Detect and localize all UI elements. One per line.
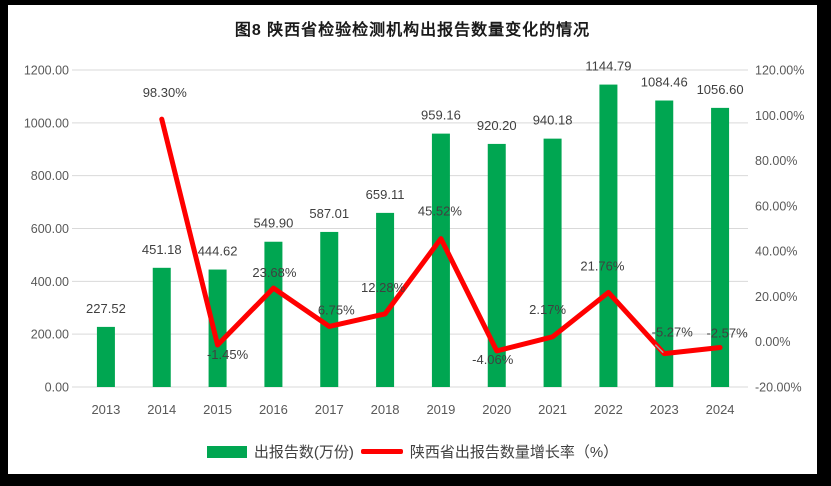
bar-value-label-2019: 959.16: [421, 108, 461, 123]
x-axis-label-2018: 2018: [371, 402, 400, 417]
legend-line-swatch-icon: [360, 449, 403, 454]
bar-2021: [543, 138, 562, 387]
bar-2019: [431, 133, 450, 387]
line-value-label-2014: 98.30%: [143, 85, 188, 100]
x-axis-label-2023: 2023: [650, 402, 679, 417]
bar-value-label-2020: 920.20: [477, 118, 517, 133]
x-axis-label-2021: 2021: [538, 402, 567, 417]
line-value-label-2021: 2.17%: [529, 302, 566, 317]
line-value-label-2018: 12.28%: [361, 280, 406, 295]
x-axis-label-2019: 2019: [426, 402, 455, 417]
right-axis-tick-label: 80.00%: [755, 154, 797, 168]
growth-rate-line: [159, 116, 723, 357]
line-value-label-2019: 45.52%: [418, 204, 463, 219]
line-value-label-2022: 21.76%: [580, 258, 625, 273]
bar-value-label-2022: 1144.79: [585, 59, 631, 74]
left-axis-tick-labels: 0.00 200.00 400.00 600.00 800.00 1000.00 1200.…: [24, 64, 69, 395]
bar-value-label-2013: 227.52: [86, 301, 126, 316]
left-axis-tick-label: 1000.00: [24, 116, 69, 130]
right-axis-tick-label: 60.00%: [755, 199, 797, 213]
line-value-label-2023: -5.27%: [652, 325, 694, 340]
x-axis-label-2024: 2024: [706, 402, 735, 417]
left-axis-tick-label: 400.00: [31, 275, 69, 289]
right-axis-tick-label: 0.00%: [755, 335, 790, 349]
bar-2020: [487, 143, 506, 387]
legend-line-label: 陕西省出报告数量增长率（%）: [409, 444, 619, 461]
x-axis-label-2017: 2017: [315, 402, 344, 417]
x-axis-label-2015: 2015: [203, 402, 232, 417]
bar-series: [96, 84, 730, 387]
left-axis-tick-label: 800.00: [31, 169, 69, 183]
chart-legend: 出报告数(万份) 陕西省出报告数量增长率（%）: [8, 441, 817, 462]
legend-bar-swatch-icon: [206, 445, 247, 458]
bar-2017: [320, 231, 339, 387]
left-axis-tick-label: 0.00: [45, 381, 69, 395]
bar-value-label-2021: 940.18: [533, 113, 573, 128]
line-series: [159, 116, 723, 357]
bar-value-label-2015: 444.62: [198, 244, 238, 259]
bar-2014: [152, 267, 171, 387]
chart-title: 图8 陕西省检验检测机构出报告数量变化的情况: [234, 22, 591, 39]
right-axis-tick-label: 100.00%: [755, 109, 804, 123]
bar-2013: [96, 326, 115, 387]
left-axis-tick-label: 1200.00: [24, 64, 69, 78]
x-axis-label-2022: 2022: [594, 402, 623, 417]
x-axis-label-2014: 2014: [147, 402, 176, 417]
right-axis-tick-label: 120.00%: [755, 64, 804, 78]
right-axis-tick-labels: -20.00% 0.00% 20.00% 40.00% 60.00% 80.00% 100.…: [755, 64, 804, 395]
left-axis-tick-label: 200.00: [31, 328, 69, 342]
line-value-label-2024: -2.57%: [706, 326, 748, 341]
bar-2023: [655, 100, 674, 387]
line-value-label-2017: 6.75%: [318, 302, 355, 317]
right-axis-tick-label: 20.00%: [755, 290, 797, 304]
x-axis-label-2016: 2016: [259, 402, 288, 417]
bar-2018: [376, 212, 395, 387]
bar-value-label-2016: 549.90: [254, 216, 294, 231]
bar-2016: [264, 241, 283, 387]
right-axis-tick-label: 40.00%: [755, 245, 797, 259]
bar-value-label-2024: 1056.60: [697, 82, 744, 97]
line-value-label-2015: -1.45%: [207, 347, 249, 362]
left-axis-tick-label: 600.00: [31, 222, 69, 236]
line-value-label-2016: 23.68%: [252, 265, 297, 280]
right-axis-tick-label: -20.00%: [755, 381, 802, 395]
legend-bar-label: 出报告数(万份): [253, 444, 354, 461]
bar-2024: [711, 107, 730, 387]
chart-canvas: 图8 陕西省检验检测机构出报告数量变化的情况 0.00 200.00 400.00 6…: [8, 5, 817, 474]
line-value-label-2020: -4.06%: [472, 352, 514, 367]
x-axis-category-labels: 2013 2014 2015 2016 2017 2018 2019 2020 2021 2022…: [91, 402, 734, 417]
bar-2015: [208, 269, 227, 387]
bar-2022: [599, 84, 618, 387]
gridlines: [72, 69, 748, 388]
bar-value-label-2023: 1084.46: [641, 75, 688, 90]
x-axis-label-2020: 2020: [482, 402, 511, 417]
line-data-labels: 98.30% -1.45% 23.68% 6.75% 12.28% 45.52% -4.06…: [143, 85, 748, 367]
combo-chart-plot: 0.00 200.00 400.00 600.00 800.00 1000.00 1200.…: [24, 59, 805, 417]
bar-value-label-2014: 451.18: [142, 242, 182, 257]
data-label-leader-line: [654, 344, 664, 354]
bar-value-label-2018: 659.11: [366, 187, 405, 202]
x-axis-label-2013: 2013: [91, 402, 120, 417]
bar-data-labels: 227.52 451.18 444.62 549.90 587.01 659.11 959.…: [86, 59, 744, 316]
bar-value-label-2017: 587.01: [309, 206, 349, 221]
